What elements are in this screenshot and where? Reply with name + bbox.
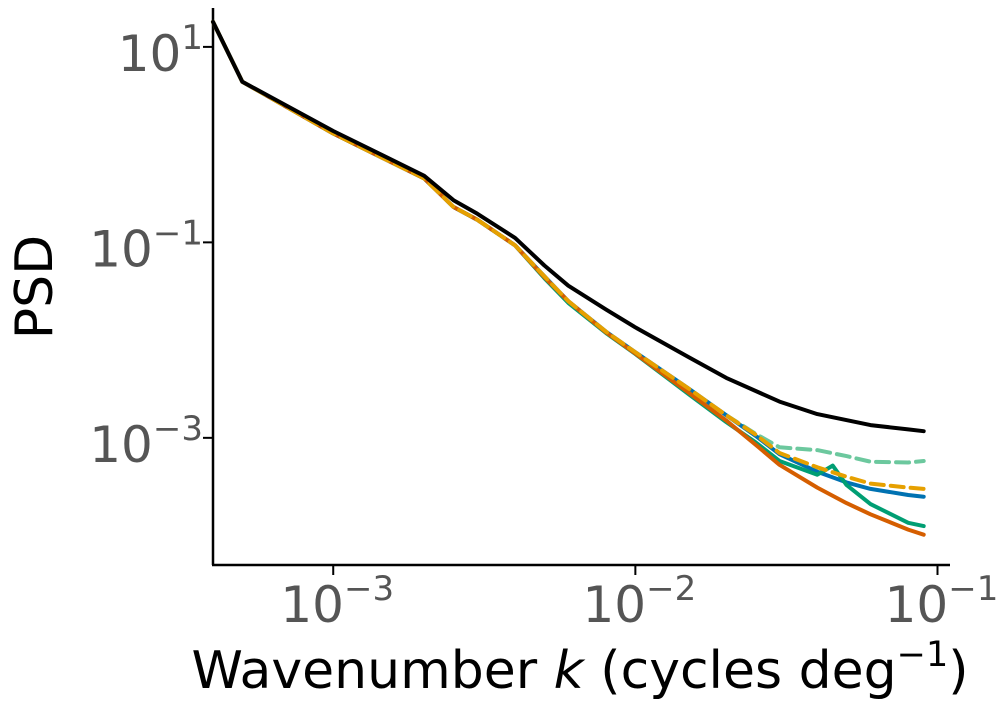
y-tick-label: 10−3 (89, 409, 203, 474)
series-line-yellow-dashed (211, 19, 926, 491)
x-axis-label: Wavenumber k (cycles deg−1) (191, 635, 968, 701)
y-tick-label: 10−1 (89, 213, 203, 278)
series-line-orange (211, 19, 926, 537)
x-tick-label: 10−2 (582, 569, 696, 634)
series-line-blue (211, 19, 926, 499)
series-line-light-green-dashed (724, 413, 926, 465)
y-ticks: 10−3 10−1 101 (89, 18, 213, 474)
series-line-reference (211, 19, 926, 434)
x-tick-label: 10−1 (885, 569, 997, 634)
series-layer (211, 19, 926, 537)
x-ticks: 10−3 10−2 10−1 (280, 565, 997, 634)
x-tick-label: 10−3 (280, 569, 394, 634)
y-tick-label: 101 (118, 18, 203, 83)
y-axis-label: PSD (5, 235, 65, 339)
